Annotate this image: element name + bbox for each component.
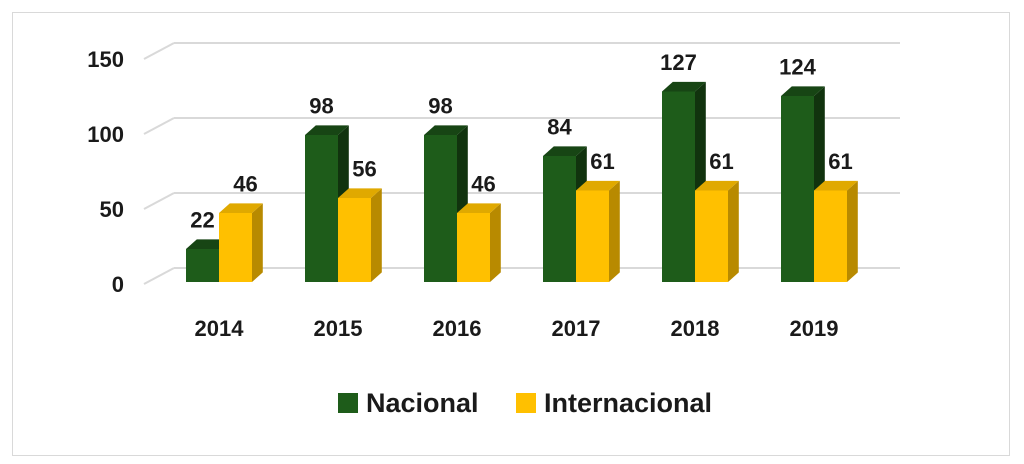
data-label-nacional-2019: 124 xyxy=(779,54,816,79)
x-tick-label-2014: 2014 xyxy=(195,316,245,341)
bar-front xyxy=(457,213,490,282)
data-labels: 22 46 98 56 98 46 84 61 127 61 124 61 xyxy=(190,50,852,232)
bar-front xyxy=(814,190,847,282)
bar-internacional-2015 xyxy=(338,188,382,282)
data-label-nacional-2014: 22 xyxy=(190,207,214,232)
bar-top xyxy=(662,81,706,92)
gridline-diag xyxy=(143,267,175,285)
bar-front xyxy=(543,156,576,282)
bar-side xyxy=(609,180,620,282)
bar-top xyxy=(186,239,230,249)
bar-front xyxy=(424,135,457,282)
data-label-nacional-2016: 98 xyxy=(428,93,452,118)
bar-front xyxy=(576,190,609,282)
bars xyxy=(186,81,858,283)
bar-top xyxy=(305,125,349,135)
data-label-nacional-2015: 98 xyxy=(309,93,333,118)
bar-top xyxy=(219,203,263,213)
bar-internacional-2018 xyxy=(695,180,739,282)
bar-front xyxy=(781,96,814,282)
data-label-nacional-2018: 127 xyxy=(660,50,697,75)
legend-label-nacional: Nacional xyxy=(366,388,479,418)
x-tick-label-2015: 2015 xyxy=(314,316,363,341)
x-tick-label-2016: 2016 xyxy=(433,316,482,341)
bar-front xyxy=(186,249,219,282)
bar-side xyxy=(490,203,501,282)
bar-front xyxy=(305,135,338,282)
y-axis: 0 50 100 150 xyxy=(87,47,124,297)
data-label-internacional-2016: 46 xyxy=(471,171,495,196)
gridline-diag xyxy=(143,192,175,210)
legend-label-internacional: Internacional xyxy=(544,388,712,418)
y-tick-label: 0 xyxy=(112,272,124,297)
bar-front xyxy=(338,198,371,282)
bar-top xyxy=(781,86,825,96)
data-label-internacional-2017: 61 xyxy=(590,149,614,174)
x-tick-label-2019: 2019 xyxy=(790,316,839,341)
bar-front xyxy=(219,213,252,282)
data-label-internacional-2019: 61 xyxy=(828,149,852,174)
bar-internacional-2014 xyxy=(219,203,263,282)
bar-front xyxy=(662,91,695,282)
y-tick-label: 100 xyxy=(87,122,124,147)
bar-side xyxy=(371,188,382,282)
y-tick-label: 50 xyxy=(100,197,124,222)
bar-top xyxy=(814,180,858,191)
data-label-internacional-2015: 56 xyxy=(352,156,376,181)
legend-swatch-internacional xyxy=(516,393,536,413)
bar-internacional-2017 xyxy=(576,180,620,282)
bar-top xyxy=(424,125,468,135)
legend: Nacional Internacional xyxy=(338,388,712,418)
gridlines xyxy=(143,42,900,285)
bar-top xyxy=(457,203,501,213)
bar-side xyxy=(847,180,858,282)
data-label-internacional-2018: 61 xyxy=(709,149,733,174)
bar-top xyxy=(576,180,620,191)
bar-top xyxy=(543,146,587,156)
x-tick-label-2017: 2017 xyxy=(552,316,601,341)
legend-swatch-nacional xyxy=(338,393,358,413)
gridline-diag xyxy=(143,42,175,60)
y-tick-label: 150 xyxy=(87,47,124,72)
bar-internacional-2016 xyxy=(457,203,501,282)
bar-top xyxy=(338,188,382,198)
bar-front xyxy=(695,190,728,282)
data-label-internacional-2014: 46 xyxy=(233,171,257,196)
bar-side xyxy=(728,180,739,282)
data-label-nacional-2017: 84 xyxy=(547,114,572,139)
gridline-diag xyxy=(143,117,175,135)
bar-top xyxy=(695,180,739,191)
bar-internacional-2019 xyxy=(814,180,858,282)
x-axis: 2014 2015 2016 2017 2018 2019 xyxy=(195,316,839,341)
x-tick-label-2018: 2018 xyxy=(671,316,720,341)
bar-side xyxy=(252,203,263,282)
